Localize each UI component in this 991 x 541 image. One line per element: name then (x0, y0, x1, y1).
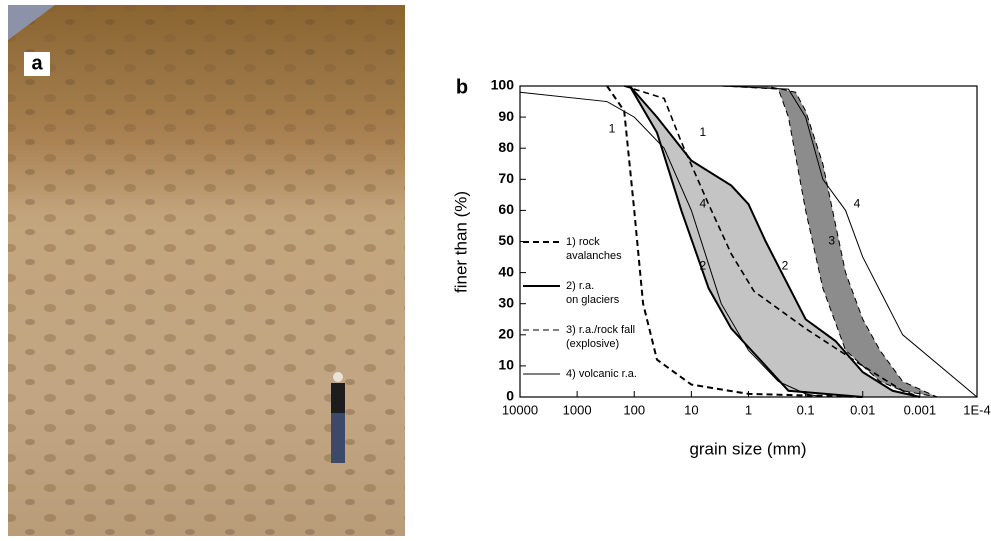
curve-label: 4 (699, 196, 706, 210)
curve (628, 85, 921, 398)
x-tick-label: 0.1 (797, 402, 815, 417)
panel-label: a (31, 52, 43, 74)
y-tick-label: 90 (498, 108, 514, 124)
curve-label: 1 (699, 125, 706, 139)
legend-label: 3) r.a./rock fall (explosive) (566, 324, 635, 350)
y-tick-label: 60 (498, 201, 514, 217)
curve-label: 2 (782, 259, 789, 273)
photo-sky (8, 5, 55, 40)
x-tick-label: 0.01 (850, 402, 875, 417)
curve (623, 85, 921, 398)
y-tick-label: 30 (498, 294, 514, 310)
y-tick-label: 20 (498, 326, 514, 342)
x-tick-label: 1E-4 (963, 402, 990, 417)
x-axis-label: grain size (mm) (689, 439, 806, 458)
curve (519, 91, 823, 398)
y-tick-label: 100 (491, 77, 515, 93)
curve (721, 85, 978, 398)
photo-texture (8, 5, 405, 536)
curve-label: 3 (828, 234, 835, 248)
curve (606, 85, 863, 398)
curve (721, 85, 938, 398)
legend-label: 1) rock avalanches (566, 236, 622, 262)
y-tick-label: 80 (498, 139, 514, 155)
y-tick-label: 40 (498, 263, 514, 279)
curve-label: 2 (699, 259, 706, 273)
x-tick-label: 1 (745, 402, 752, 417)
y-tick-label: 10 (498, 357, 514, 373)
photo: a (8, 5, 405, 536)
panel-label: b (456, 76, 468, 98)
legend-label: 4) volcanic r.a. (566, 368, 637, 380)
curve-label: 1 (609, 122, 616, 136)
legend-label: 2) r.a. on glaciers (566, 280, 620, 306)
y-tick-label: 50 (498, 232, 514, 248)
y-tick-label: 0 (506, 388, 514, 404)
x-tick-label: 1000 (563, 402, 592, 417)
x-tick-label: 100 (623, 402, 645, 417)
y-axis-label: finer than (%) (451, 191, 470, 293)
y-tick-label: 70 (498, 170, 514, 186)
band-fill (721, 86, 938, 397)
person (331, 372, 345, 463)
x-tick-label: 10 (684, 402, 698, 417)
curve-label: 4 (854, 196, 861, 210)
x-tick-label: 10000 (502, 402, 538, 417)
band-fill (629, 86, 920, 397)
chart: b grain size (mm) finer than (%) 0102030… (451, 76, 990, 458)
x-tick-label: 0.001 (904, 402, 937, 417)
panel-label-box (24, 52, 50, 76)
